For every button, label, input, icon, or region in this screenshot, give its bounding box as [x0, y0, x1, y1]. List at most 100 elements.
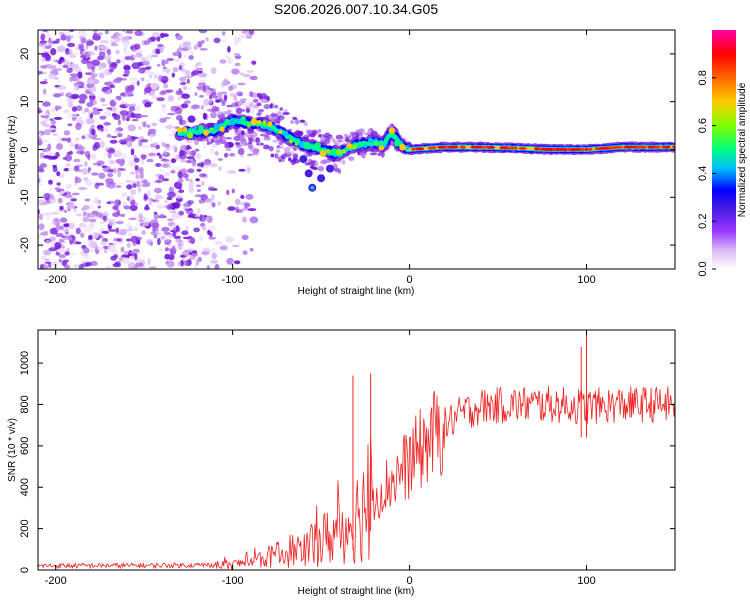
snr-ytick-label: 400 [19, 478, 31, 496]
snr-xtick-label: 0 [407, 575, 413, 587]
noise-blob [182, 236, 192, 240]
noise-blob [249, 247, 254, 252]
transition-blob [252, 148, 260, 153]
noise-blob [142, 222, 151, 226]
ridge-bright-blob [319, 150, 327, 157]
noise-blob [179, 255, 186, 258]
ridge-bright-blob [182, 127, 188, 132]
noise-blob [181, 168, 187, 174]
noise-blob [179, 76, 187, 82]
noise-blob [107, 152, 112, 159]
noise-blob [159, 117, 167, 123]
transition-blob [237, 133, 241, 140]
transition-blob [356, 129, 363, 134]
noise-blob [77, 71, 83, 79]
figure-title: S206.2026.007.10.34.G05 [274, 1, 438, 17]
noise-blob [107, 244, 116, 252]
noise-blob [94, 196, 99, 205]
noise-blob [90, 203, 95, 211]
transition-blob [282, 112, 290, 115]
noise-blob [134, 165, 139, 171]
noise-blob [40, 113, 49, 116]
noise-blob [57, 60, 62, 65]
transition-blob [334, 167, 340, 173]
ridge-bright-blob [288, 139, 294, 144]
noise-blob [80, 54, 86, 59]
noise-blob [206, 215, 213, 223]
ridge-bright-blob [197, 125, 204, 131]
ridge-hot-spot [486, 145, 496, 149]
ridge-hot-spot [559, 148, 565, 151]
noise-blob [186, 156, 195, 160]
transition-blob [342, 159, 346, 165]
ridge-bright-blob [358, 141, 362, 145]
noise-blob [97, 162, 101, 167]
noise-blob [68, 222, 76, 230]
transition-blob [241, 130, 245, 136]
noise-blob [170, 107, 176, 112]
noise-blob [75, 213, 83, 217]
noise-blob [78, 85, 84, 89]
noise-blob [116, 231, 125, 236]
noise-blob [231, 188, 235, 194]
noise-blob [180, 82, 186, 86]
transition-blob [236, 91, 241, 96]
noise-blob [65, 183, 73, 190]
noise-blob [140, 259, 146, 265]
noise-blob [130, 148, 135, 156]
noise-blob [99, 40, 109, 44]
noise-blob [128, 217, 137, 221]
transition-blob [258, 109, 265, 112]
noise-blob [157, 237, 161, 246]
noise-blob [56, 143, 64, 150]
noise-blob [130, 235, 139, 244]
transition-blob [224, 142, 229, 149]
transition-blob [252, 131, 258, 138]
transition-blob [240, 98, 247, 101]
noise-blob [210, 110, 217, 119]
noise-blob [87, 212, 96, 218]
noise-blob [133, 113, 143, 119]
noise-blob [119, 78, 128, 81]
noise-blob [83, 247, 90, 254]
noise-blob [91, 172, 99, 176]
transition-blob [360, 153, 368, 157]
noise-blob [211, 194, 215, 201]
noise-blob [128, 195, 135, 201]
noise-blob [181, 93, 191, 99]
noise-blob [48, 73, 56, 80]
noise-blob [56, 171, 61, 177]
colorbar-axes: 0.0 0.2 0.4 0.6 0.8 [697, 70, 716, 277]
noise-blob [205, 37, 209, 42]
noise-blob [85, 117, 95, 125]
noise-blob [214, 240, 223, 245]
transition-blob [331, 138, 336, 143]
noise-blob [123, 205, 131, 210]
transition-blob [235, 142, 241, 146]
ridge-hot-spot [581, 148, 585, 151]
noise-blob [195, 178, 200, 182]
noise-blob [38, 165, 43, 173]
noise-blob [136, 80, 140, 86]
noise-blob [100, 97, 106, 103]
colorbar-tick-label: 0.8 [697, 70, 709, 85]
noise-blob [48, 179, 53, 185]
noise-blob [115, 220, 124, 225]
ridge-bright-blob [219, 126, 225, 132]
transition-blob [274, 104, 279, 109]
noise-blob [186, 45, 192, 51]
noise-blob [58, 32, 65, 35]
noise-blob [180, 259, 184, 267]
noise-blob [201, 180, 205, 187]
noise-blob [125, 87, 134, 94]
noise-blob [115, 158, 124, 164]
noise-blob [68, 252, 76, 256]
noise-blob [51, 40, 60, 44]
noise-blob [234, 260, 241, 265]
noise-blob [114, 98, 119, 103]
noise-blob [139, 115, 149, 118]
noise-blob [84, 198, 91, 202]
noise-blob [196, 168, 202, 172]
noise-blob [134, 226, 138, 232]
